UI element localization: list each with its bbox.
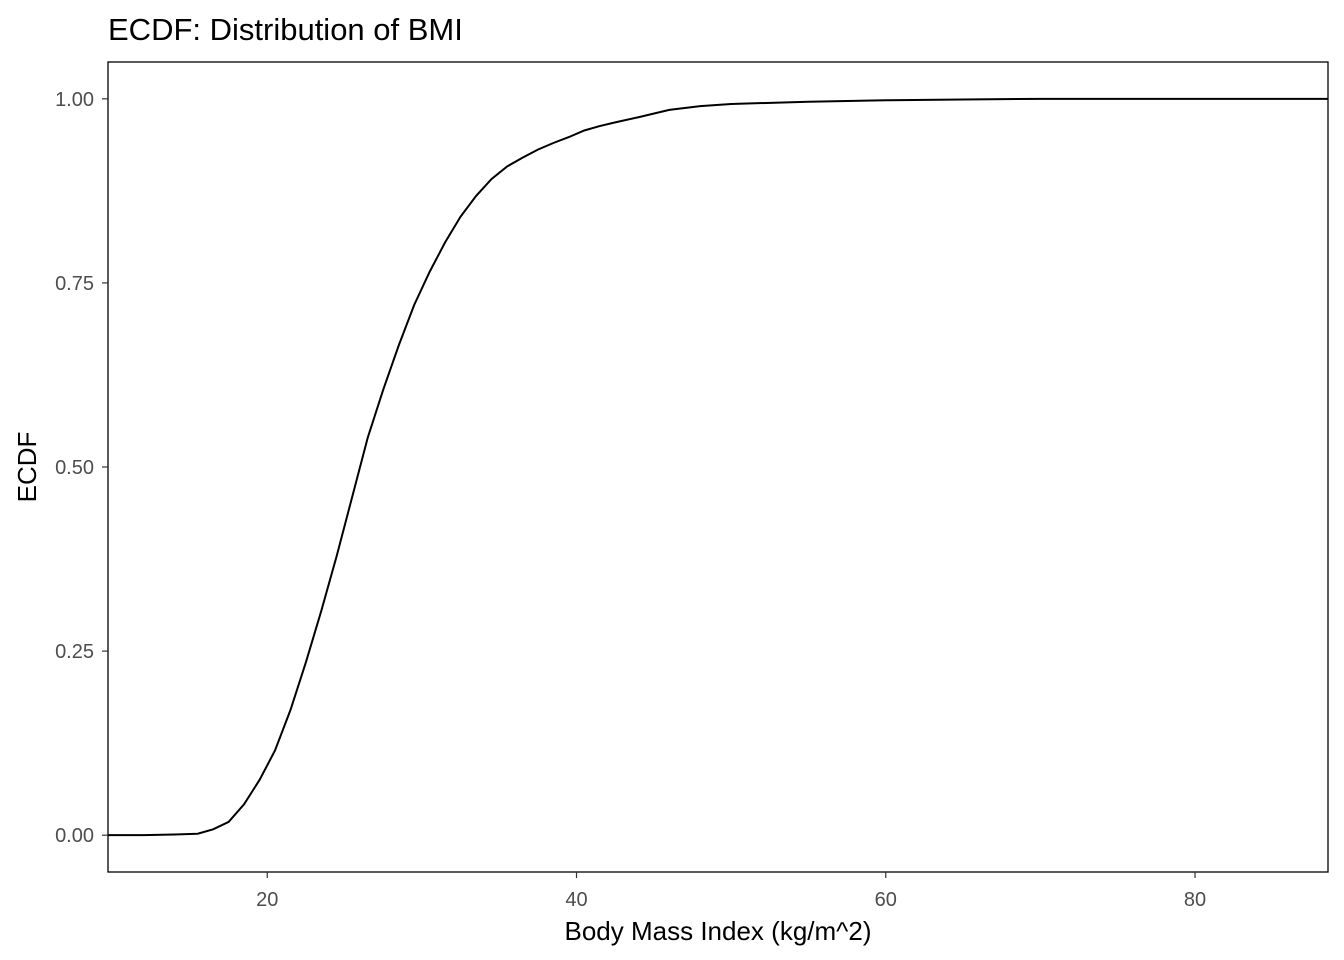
chart-title: ECDF: Distribution of BMI — [108, 12, 463, 47]
y-tick-label: 0.00 — [55, 825, 94, 847]
y-tick-label: 1.00 — [55, 89, 94, 111]
x-tick-label: 20 — [256, 889, 278, 911]
ecdf-line — [108, 97, 1328, 837]
x-tick-label: 80 — [1184, 889, 1206, 911]
y-tick-label: 0.25 — [55, 641, 94, 663]
y-axis-ticks: 0.00 0.25 0.50 0.75 1.00 — [55, 89, 108, 847]
y-tick-label: 0.75 — [55, 273, 94, 295]
plot-frame — [107, 61, 1329, 873]
plot-area — [107, 61, 1329, 873]
y-axis-label: ECDF — [12, 432, 42, 503]
x-tick-label: 60 — [875, 889, 897, 911]
y-tick-label: 0.50 — [55, 457, 94, 479]
x-tick-label: 40 — [565, 889, 587, 911]
x-axis-label: Body Mass Index (kg/m^2) — [565, 916, 872, 946]
x-axis-ticks: 20 40 60 80 — [256, 872, 1206, 911]
